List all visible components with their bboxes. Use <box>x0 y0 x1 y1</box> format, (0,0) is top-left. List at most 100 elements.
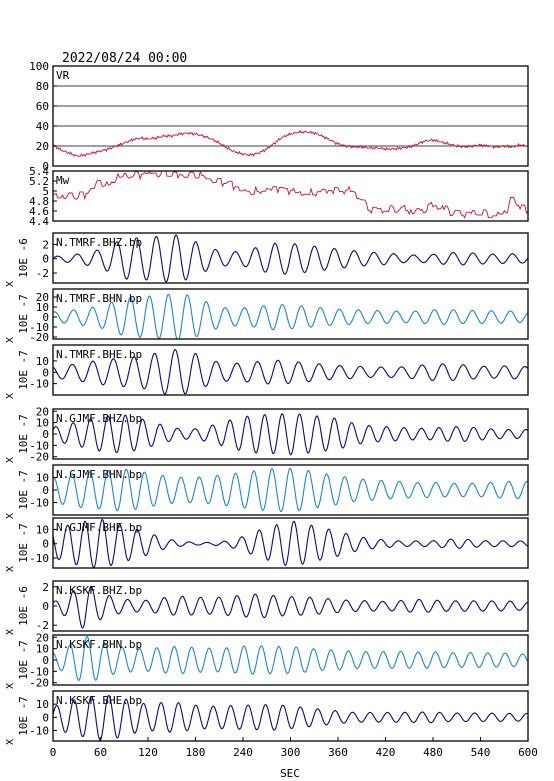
series-line <box>53 171 528 219</box>
y-tick-label: 5.4 <box>29 165 49 178</box>
panel-label: Mw <box>56 174 70 187</box>
series-line <box>53 413 528 456</box>
y-tick-label: 0 <box>42 654 49 667</box>
scale-label: 10E -7 <box>17 470 30 510</box>
y-tick-label: 10 <box>36 417 49 430</box>
y-tick-label: -20 <box>29 677 49 690</box>
scale-label: 10E -7 <box>17 350 30 390</box>
y-tick-label: 2 <box>42 581 49 594</box>
y-tick-label: -10 <box>29 439 49 452</box>
x-tick-label: 540 <box>471 746 491 759</box>
panel-label: N.KSKF.BHN.bp <box>56 638 142 651</box>
y-tick-label: 0 <box>42 538 49 551</box>
panel-label: N.KSKF.BHZ.bp <box>56 584 142 597</box>
panel-label: N.TMRF.BHN.bp <box>56 292 142 305</box>
panel-frame <box>52 232 529 284</box>
y-tick-label: -10 <box>29 724 49 737</box>
x-axis: 0 60 120 180 240 300 360 420 480 540 600 <box>50 737 538 759</box>
y-tick-label: 4.8 <box>29 195 49 208</box>
scale-label: 10E -6 <box>17 586 30 626</box>
panel-vr: 0 20 40 60 80 100 VR <box>29 60 529 173</box>
y-tick-label: 4.4 <box>29 215 49 228</box>
y-tick-label: 20 <box>36 631 49 644</box>
y-tick-label: 0 <box>42 711 49 724</box>
panel-frame <box>52 344 529 396</box>
y-tick-label: 10 <box>36 643 49 656</box>
scale-label: 10E -7 <box>17 640 30 680</box>
panel-label: VR <box>56 69 70 82</box>
y-tick-label: 10 <box>36 355 49 368</box>
y-tick-label: 20 <box>36 405 49 418</box>
y-tick-label: -20 <box>29 451 49 464</box>
x-tick-label: 180 <box>186 746 206 759</box>
x-axis-label: SEC <box>280 767 300 780</box>
y-tick-label: 4.6 <box>29 205 49 218</box>
scale-multiplier: X <box>5 683 16 689</box>
series-line <box>53 129 528 157</box>
y-tick-label: 10 <box>36 523 49 536</box>
panel-label: N.GJMF.BHN.bp <box>56 468 142 481</box>
y-tick-label: 10 <box>36 301 49 314</box>
panel-label: N.KSKF.BHE.bp <box>56 694 142 707</box>
panel-label: N.TMRF.BHE.bp <box>56 348 142 361</box>
panel-n-kskf-bhz-bp: -2 0 2 N.KSKF.BHZ.bp 10E -6X <box>5 580 529 635</box>
y-tick-label: -10 <box>29 665 49 678</box>
x-tick-label: 240 <box>233 746 253 759</box>
x-tick-label: 600 <box>518 746 538 759</box>
scale-multiplier: X <box>5 739 16 745</box>
scale-label: 10E -7 <box>17 523 30 563</box>
scale-multiplier: X <box>5 457 16 463</box>
series-line <box>53 694 528 741</box>
y-tick-label: 10 <box>36 698 49 711</box>
figure-title: 2022/08/24 00:00 <box>62 51 187 66</box>
series-line <box>53 585 528 629</box>
y-tick-label: -10 <box>29 552 49 565</box>
y-tick-label: 0 <box>42 366 49 379</box>
series-line <box>53 467 528 513</box>
series-line <box>53 348 528 395</box>
x-tick-label: 420 <box>376 746 396 759</box>
y-tick-label: 10 <box>36 472 49 485</box>
y-tick-label: 0 <box>42 484 49 497</box>
panel-frame <box>52 170 529 222</box>
y-tick-label: 0 <box>42 600 49 613</box>
panel-label: N.GJMF.BHZ.bp <box>56 412 142 425</box>
y-tick-label: 40 <box>36 120 49 133</box>
panel-frame <box>52 65 529 167</box>
y-tick-label: -20 <box>29 331 49 344</box>
y-tick-label: 100 <box>29 60 49 73</box>
scale-multiplier: X <box>5 337 16 343</box>
y-tick-label: 20 <box>36 291 49 304</box>
y-tick-label: -10 <box>29 321 49 334</box>
scale-label: 10E -7 <box>17 414 30 454</box>
y-tick-label: 80 <box>36 80 49 93</box>
x-tick-label: 0 <box>50 746 57 759</box>
y-tick-label: 20 <box>36 140 49 153</box>
panel-frame <box>52 288 529 340</box>
x-tick-label: 300 <box>281 746 301 759</box>
y-tick-label: 5.2 <box>29 175 49 188</box>
scale-multiplier: X <box>5 513 16 519</box>
y-tick-label: 0 <box>42 311 49 324</box>
y-tick-label: -10 <box>29 378 49 391</box>
scale-multiplier: X <box>5 566 16 572</box>
y-tick-label: -10 <box>29 497 49 510</box>
series-line <box>53 518 528 568</box>
scale-multiplier: X <box>5 281 16 287</box>
x-tick-label: 60 <box>94 746 107 759</box>
y-tick-label: 2 <box>42 238 49 251</box>
series-line <box>53 234 528 283</box>
panel-label: N.TMRF.BHZ.bp <box>56 236 142 249</box>
panel-n-gjmf-bhe-bp: -100 10 N.GJMF.BHE.bp 10E -7X <box>5 517 529 572</box>
scale-label: 10E -6 <box>17 238 30 278</box>
x-tick-label: 360 <box>328 746 348 759</box>
y-tick-label: 0 <box>42 160 49 173</box>
scale-multiplier: X <box>5 393 16 399</box>
y-tick-label: 5 <box>42 185 49 198</box>
